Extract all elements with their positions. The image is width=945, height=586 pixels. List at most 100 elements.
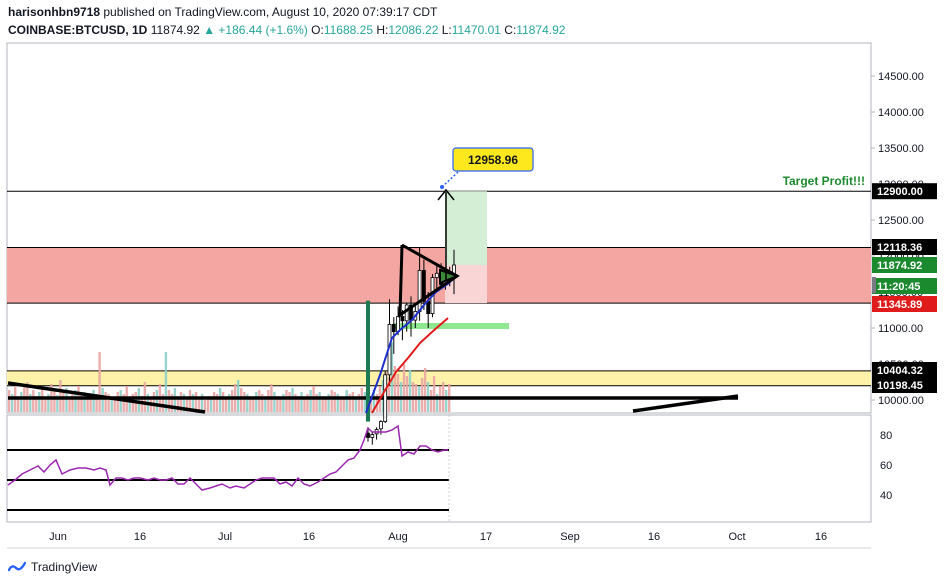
volume-bar (408, 370, 412, 412)
volume-bar (86, 396, 89, 412)
target-box (445, 191, 487, 266)
price-label-box (872, 362, 937, 378)
volume-bar (261, 394, 264, 412)
volume-bar (279, 398, 282, 412)
volume-bar (432, 376, 436, 412)
volume-bar (161, 394, 165, 412)
price-tick-label: 14000.00 (878, 107, 924, 119)
volume-bar (179, 392, 183, 412)
uptrend-line (632, 394, 739, 413)
volume-bar (360, 388, 363, 412)
volume-bar (309, 390, 312, 412)
volume-bar (225, 398, 228, 412)
volume-bar (315, 394, 318, 412)
volume-bar (41, 388, 44, 412)
tradingview-brand[interactable]: TradingView (8, 560, 97, 574)
volume-bar (56, 395, 59, 412)
volume-bar (243, 392, 246, 412)
volume-bar (200, 394, 204, 412)
volume-bar (203, 400, 207, 412)
support-zone (7, 370, 871, 386)
countdown-marker (872, 277, 876, 293)
volume-bar (185, 398, 189, 412)
candle-body (396, 316, 401, 333)
volume-bar (128, 398, 131, 412)
volume-bar (282, 394, 285, 412)
volume-bar (258, 390, 261, 412)
volume-bar (110, 397, 113, 412)
volume-bar (231, 390, 234, 412)
volume-bar (152, 392, 156, 412)
close-value: 11874.92 (516, 23, 566, 37)
volume-bar (354, 396, 357, 412)
volume-bar (405, 376, 409, 412)
volume-bar (324, 398, 327, 412)
open-label: O: (311, 23, 324, 37)
time-tick-label: Sep (560, 531, 580, 543)
last-price: 11874.92 (150, 23, 200, 37)
price-pane (6, 42, 872, 414)
volume-bar (59, 380, 62, 412)
volume-bar (381, 380, 385, 412)
price-label-text: 12118.36 (877, 242, 922, 254)
volume-bar (267, 390, 270, 412)
volume-bar (219, 388, 222, 412)
volume-bar (89, 398, 92, 412)
volume-bar (237, 380, 240, 412)
volume-bar (402, 364, 406, 412)
volume-bar (8, 390, 11, 412)
price-tick-label: 11000.00 (878, 323, 923, 335)
volume-bar (188, 390, 192, 412)
volume-bar (387, 377, 391, 412)
volume-bar (176, 396, 180, 412)
callout-text: 12958.96 (468, 153, 518, 167)
candle (421, 259, 426, 310)
volume-bar (348, 394, 351, 412)
volume-bar (429, 390, 433, 412)
volume-bar (65, 388, 68, 412)
volume-bar (74, 390, 77, 412)
volume-bar (273, 392, 276, 412)
volume-bar (101, 388, 104, 412)
candle-body (434, 272, 439, 278)
callout-anchor (440, 185, 444, 189)
volume-bar (107, 394, 110, 412)
price-label-box (872, 183, 937, 200)
price-label-text: 11345.89 (877, 299, 922, 311)
volume-bar (62, 392, 65, 412)
time-tick-label: 16 (303, 531, 315, 543)
volume-bar (212, 392, 216, 412)
stop-box (445, 265, 487, 304)
volume-bar (222, 392, 225, 412)
rsi-tick-label: 60 (880, 460, 892, 472)
rsi-tick-label: 80 (880, 430, 892, 442)
volume-bar (228, 394, 231, 412)
volume-bar (182, 394, 186, 412)
volume-bar (435, 394, 439, 412)
high-value: 12086.22 (388, 23, 439, 37)
triangle-pattern (398, 243, 460, 318)
price-label-box (872, 377, 937, 393)
volume-bar (321, 396, 324, 412)
volume-bar (68, 397, 71, 412)
time-tick-label: 17 (480, 531, 492, 543)
volume-bar (445, 390, 448, 412)
volume-bar (95, 394, 98, 412)
volume-bar (206, 396, 210, 412)
target-profit-label: Target Profit!!! (783, 174, 865, 188)
green-support-bar (393, 323, 509, 329)
volume-bar (351, 392, 354, 412)
symbol-info: COINBASE:BTCUSD, 1D 11874.92 ▲ +186.44 (… (8, 23, 565, 37)
time-tick-label: 16 (815, 531, 827, 543)
candle-body (421, 269, 426, 302)
volume-bar (423, 368, 427, 412)
volume-bar (363, 392, 366, 412)
volume-bar (20, 392, 23, 412)
volume-bar (264, 396, 267, 412)
candle-body (400, 316, 405, 322)
volume-bar (291, 388, 294, 412)
volume-bar (173, 388, 177, 412)
volume-bar (336, 394, 339, 412)
volume-bar (342, 398, 345, 412)
